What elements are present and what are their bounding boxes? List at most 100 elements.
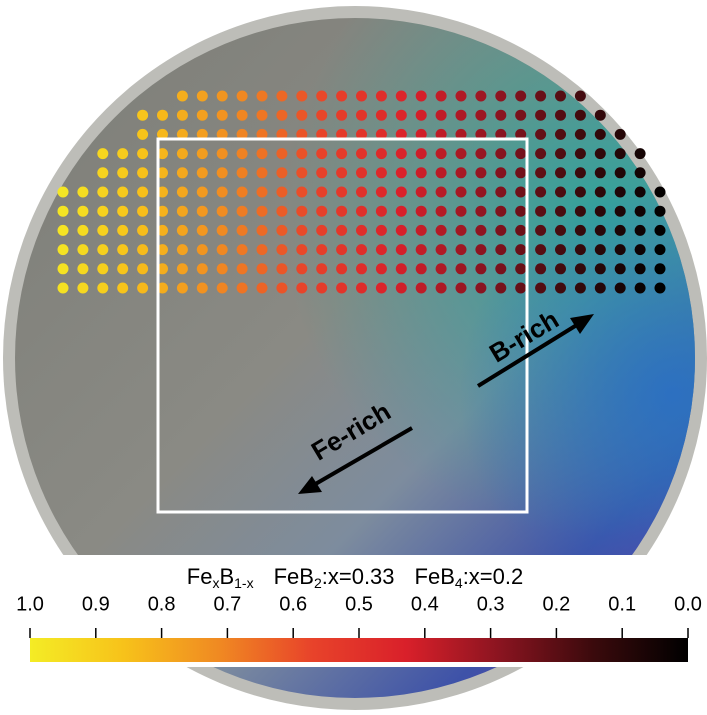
dot: [117, 148, 129, 160]
dot: [495, 148, 507, 160]
dot: [395, 244, 407, 256]
dot: [415, 244, 427, 256]
dot: [97, 224, 109, 236]
dot: [415, 224, 427, 236]
dot: [236, 186, 248, 198]
dot: [157, 244, 168, 256]
dot: [137, 224, 149, 236]
dot: [455, 205, 467, 217]
dot: [435, 167, 447, 179]
dot: [574, 224, 586, 236]
dot: [475, 167, 487, 179]
dot: [176, 128, 188, 140]
dot: [276, 205, 288, 217]
dot: [375, 109, 387, 121]
dot: [336, 205, 348, 217]
dot: [276, 224, 288, 236]
dot: [216, 263, 228, 275]
tick-label: 0.7: [213, 593, 241, 615]
dot: [555, 109, 566, 121]
dot: [336, 282, 348, 294]
dot: [77, 244, 89, 256]
dot: [356, 244, 367, 256]
colorbar: [30, 638, 688, 662]
dot: [555, 90, 566, 102]
dot: [495, 128, 507, 140]
dot: [336, 167, 348, 179]
tick-label: 1.0: [16, 593, 44, 615]
dot: [316, 148, 328, 160]
dot: [594, 224, 606, 236]
dot: [236, 109, 248, 121]
dot: [594, 186, 606, 198]
dot: [435, 90, 447, 102]
dot: [594, 263, 606, 275]
dot: [196, 205, 208, 217]
dot: [435, 186, 447, 198]
legend-title: FexB1-x FeB2:x=0.33 FeB4:x=0.2: [187, 564, 523, 591]
tick-label: 0.2: [542, 593, 570, 615]
dot: [535, 282, 547, 294]
dot: [356, 90, 367, 102]
dot: [77, 186, 89, 198]
dot: [137, 205, 149, 217]
dot: [157, 128, 168, 140]
dot: [495, 205, 507, 217]
dot: [356, 205, 367, 217]
dot: [515, 148, 527, 160]
dot: [574, 205, 586, 217]
dot: [216, 167, 228, 179]
dot: [316, 128, 328, 140]
dot: [276, 128, 288, 140]
dot: [256, 186, 268, 198]
colorbar-ticks: 1.0 0.9 0.8 0.7 0.6 0.5 0.4 0.3 0.2 0.1 0.0: [16, 593, 702, 638]
dot: [57, 224, 69, 236]
dot: [157, 263, 168, 275]
dot: [216, 90, 228, 102]
dot: [316, 186, 328, 198]
dot: [455, 244, 467, 256]
dot: [137, 109, 149, 121]
dot: [336, 109, 348, 121]
dot: [196, 282, 208, 294]
dot: [455, 167, 467, 179]
dot: [236, 224, 248, 236]
tick-label: 0.8: [148, 593, 176, 615]
dot: [614, 282, 626, 294]
dot: [296, 282, 308, 294]
dot: [614, 128, 626, 140]
dot: [614, 244, 626, 256]
dot: [236, 90, 248, 102]
dot: [137, 186, 149, 198]
dot: [535, 90, 547, 102]
dot: [435, 148, 447, 160]
dot: [276, 282, 288, 294]
dot: [296, 205, 308, 217]
dot: [336, 263, 348, 275]
dot: [117, 263, 129, 275]
dot: [117, 244, 129, 256]
dot: [157, 186, 168, 198]
dot: [475, 109, 487, 121]
dot: [216, 186, 228, 198]
dot: [216, 148, 228, 160]
dot: [316, 263, 328, 275]
dot: [316, 282, 328, 294]
tick-label: 0.9: [82, 593, 110, 615]
dot: [614, 224, 626, 236]
dot: [236, 282, 248, 294]
dot: [256, 205, 268, 217]
dot: [97, 186, 109, 198]
tick-label: 0.6: [279, 593, 307, 615]
dot: [395, 167, 407, 179]
dot: [336, 148, 348, 160]
dot: [495, 263, 507, 275]
dot: [176, 224, 188, 236]
dot: [256, 109, 268, 121]
dot: [555, 224, 566, 236]
dot: [654, 224, 666, 236]
dot: [336, 186, 348, 198]
dot: [316, 109, 328, 121]
dot: [555, 205, 566, 217]
